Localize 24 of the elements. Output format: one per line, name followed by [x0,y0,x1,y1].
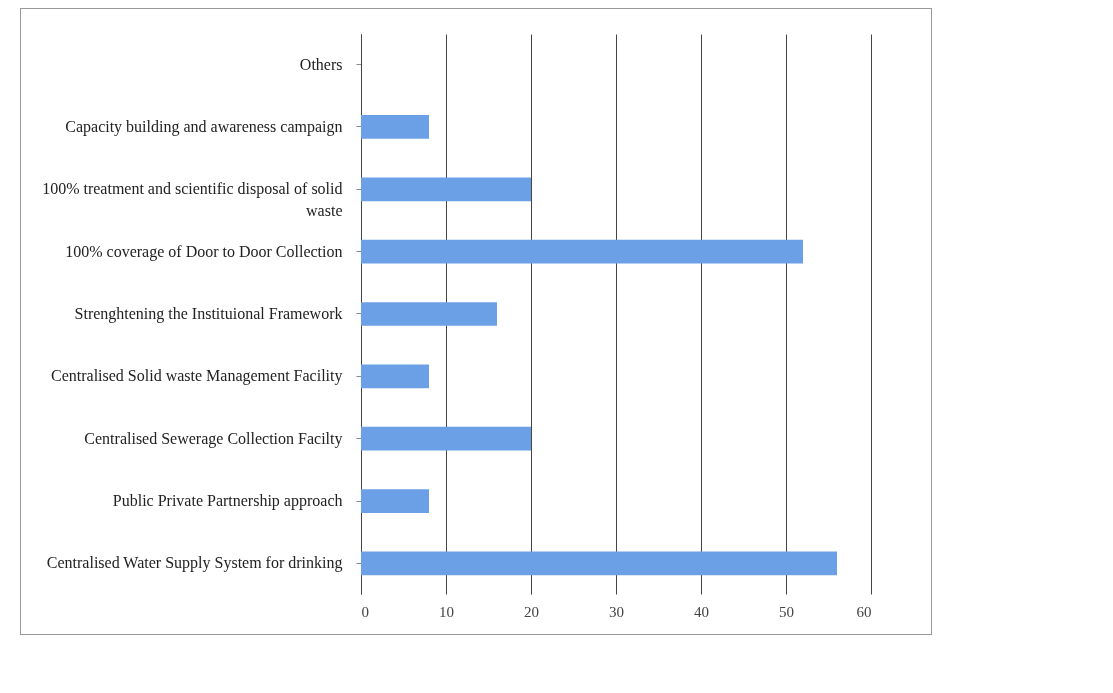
x-tick-label: 20 [524,603,539,620]
x-tick-label: 40 [694,603,709,620]
y-tick-label: Public Private Partnership approach [112,492,343,511]
y-tick-label: Others [299,55,343,73]
x-tick-label: 10 [439,603,454,620]
y-tick-label: 100% treatment and scientific disposal of solid waste [42,180,343,220]
x-tick-label: 60 [856,603,872,620]
bar [361,177,531,202]
y-tick-label: Centralised Sewerage Collection Facilty [84,429,343,448]
bar [361,426,531,451]
bar [361,364,429,389]
bar [361,551,837,576]
bar [361,115,429,139]
x-tick-label: 30 [609,603,624,620]
y-tick-label: Strenghtening the Instituional Framework [74,305,343,323]
y-tick-label: 100% coverage of Door to Door Collection [65,242,343,261]
x-tick-label: 50 [779,603,794,620]
bar [361,302,497,326]
x-tick-label: 0 [361,603,369,620]
y-tick-label: Centralised Water Supply System for drinking [46,554,343,573]
y-tick-label: Capacity building and awareness campaign [65,117,343,136]
bar [361,239,803,264]
y-tick-label: Centralised Solid waste Management Facility [51,367,343,386]
bar [361,489,429,513]
